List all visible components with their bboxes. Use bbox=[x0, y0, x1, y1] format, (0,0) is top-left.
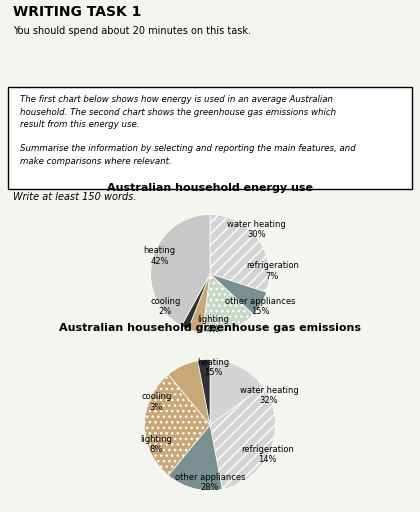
Text: You should spend about 20 minutes on this task.: You should spend about 20 minutes on thi… bbox=[13, 26, 251, 36]
Wedge shape bbox=[202, 274, 253, 333]
Text: other appliances
28%: other appliances 28% bbox=[175, 473, 245, 493]
Wedge shape bbox=[168, 360, 210, 425]
Text: water heating
30%: water heating 30% bbox=[227, 220, 286, 239]
Text: refrigeration
14%: refrigeration 14% bbox=[241, 445, 294, 464]
Wedge shape bbox=[210, 274, 266, 314]
Wedge shape bbox=[168, 425, 222, 490]
Wedge shape bbox=[181, 274, 210, 329]
Text: cooling
3%: cooling 3% bbox=[141, 392, 171, 412]
Text: heating
42%: heating 42% bbox=[144, 246, 176, 266]
Title: Australian household energy use: Australian household energy use bbox=[107, 183, 313, 194]
FancyBboxPatch shape bbox=[8, 87, 412, 189]
Text: Write at least 150 words.: Write at least 150 words. bbox=[13, 192, 136, 202]
Wedge shape bbox=[210, 387, 276, 489]
Text: heating
15%: heating 15% bbox=[197, 357, 229, 377]
Text: cooling
2%: cooling 2% bbox=[150, 297, 181, 316]
Text: lighting
4%: lighting 4% bbox=[197, 315, 229, 334]
Wedge shape bbox=[151, 215, 210, 326]
Text: other appliances
15%: other appliances 15% bbox=[225, 297, 296, 316]
Text: The first chart below shows how energy is used in an average Australian
househol: The first chart below shows how energy i… bbox=[21, 95, 336, 129]
Wedge shape bbox=[210, 359, 263, 425]
Title: Australian household greenhouse gas emissions: Australian household greenhouse gas emis… bbox=[59, 324, 361, 333]
Text: water heating
32%: water heating 32% bbox=[239, 386, 298, 405]
Wedge shape bbox=[198, 359, 210, 425]
Text: lighting
8%: lighting 8% bbox=[140, 435, 172, 454]
Wedge shape bbox=[188, 274, 210, 333]
Wedge shape bbox=[210, 215, 269, 292]
Text: WRITING TASK 1: WRITING TASK 1 bbox=[13, 5, 141, 18]
Text: refrigeration
7%: refrigeration 7% bbox=[246, 261, 299, 281]
Wedge shape bbox=[144, 374, 210, 476]
Text: Summarise the information by selecting and reporting the main features, and
make: Summarise the information by selecting a… bbox=[21, 144, 356, 166]
